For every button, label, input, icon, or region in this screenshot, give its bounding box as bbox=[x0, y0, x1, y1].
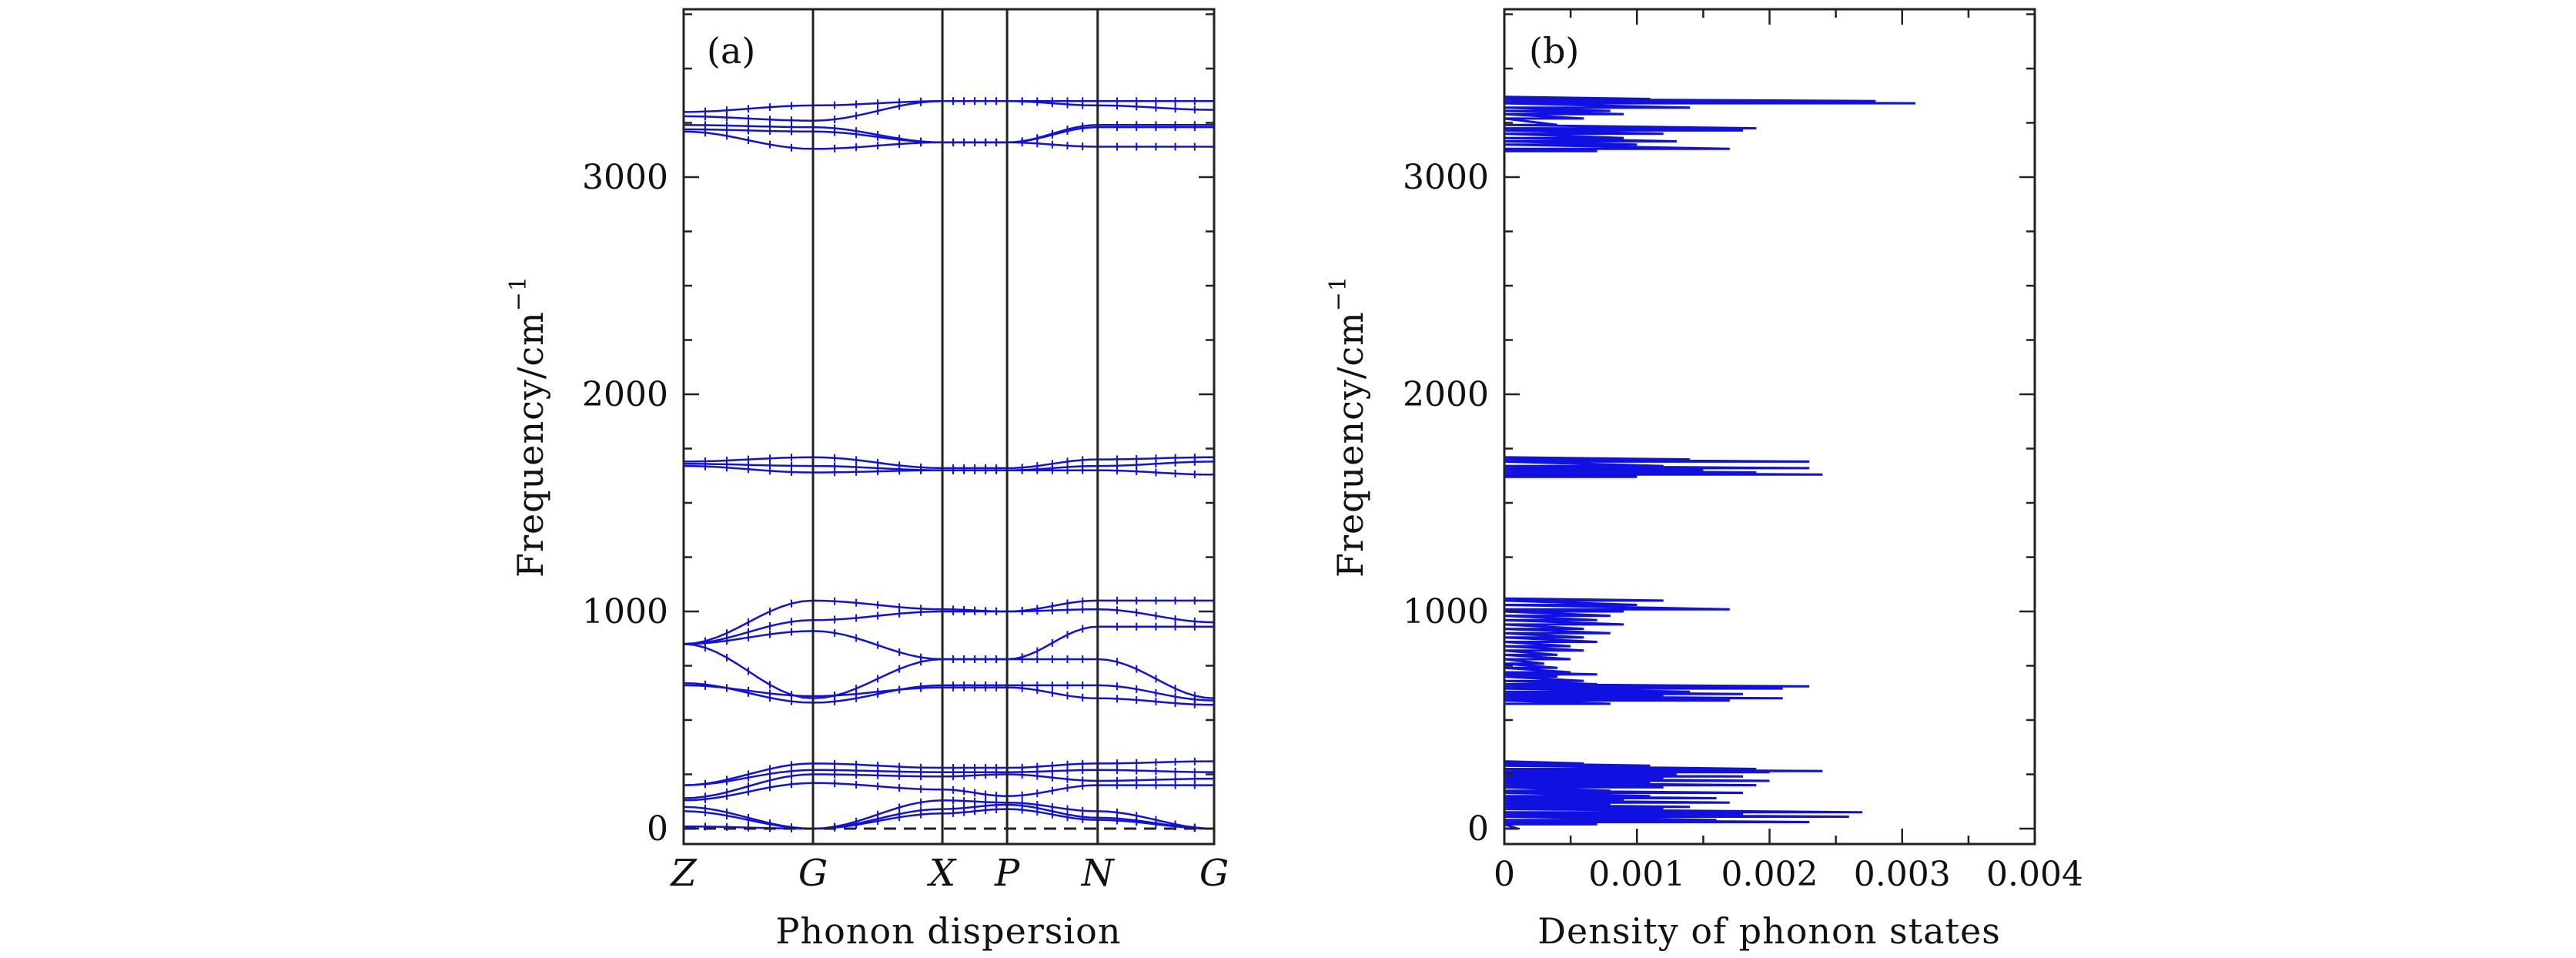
dispersion-branch-19 bbox=[683, 803, 1215, 830]
dispersion-branch-8 bbox=[683, 599, 1214, 645]
k-point-label-3: P bbox=[994, 852, 1020, 895]
plot-frame-a bbox=[682, 8, 1216, 846]
dispersion-branch-20 bbox=[684, 808, 1215, 830]
panel-label-b: (b) bbox=[1529, 30, 1579, 72]
k-point-label-1: G bbox=[798, 852, 828, 895]
x-tick-label: 0.002 bbox=[1721, 855, 1818, 894]
y-tick-label: 3000 bbox=[1403, 158, 1489, 197]
dispersion-branches bbox=[683, 97, 1215, 832]
k-point-label-2: X bbox=[926, 852, 957, 895]
dispersion-branch-10 bbox=[683, 625, 1214, 661]
k-point-separators bbox=[811, 9, 1099, 844]
y-axis-title-a-text: Frequency/cm bbox=[510, 311, 551, 578]
x-axis-ticks-b: 0 0.001 0.002 0.003 0.004 bbox=[1494, 9, 2083, 894]
x-tick-label: 0 bbox=[1494, 855, 1515, 894]
x-axis-title-b: Density of phonon states bbox=[1537, 910, 2001, 952]
x-tick-label: 0.001 bbox=[1588, 855, 1685, 894]
plot-frame-b bbox=[1503, 8, 2036, 846]
y-tick-label: 1000 bbox=[582, 592, 668, 631]
y-axis-title-b-text: Frequency/cm bbox=[1330, 311, 1371, 578]
y-tick-label: 3000 bbox=[582, 158, 668, 197]
dispersion-branch-18 bbox=[683, 799, 1215, 830]
dispersion-branch-11 bbox=[683, 643, 1215, 700]
dispersion-branch-17 bbox=[683, 782, 1214, 802]
panel-label-a: (a) bbox=[707, 30, 755, 72]
y-tick-label: 2000 bbox=[1403, 375, 1489, 414]
y-axis-title-b-sup: −1 bbox=[1325, 276, 1352, 311]
k-point-label-4: N bbox=[1081, 852, 1116, 895]
dispersion-branch-5 bbox=[683, 456, 1214, 470]
dispersion-branch-1 bbox=[683, 100, 1215, 122]
dos-curve bbox=[1503, 95, 1916, 842]
x-axis-title-a: Phonon dispersion bbox=[776, 910, 1122, 952]
y-axis-title-a: Frequency/cm−1 bbox=[505, 276, 551, 578]
y-tick-label: 0 bbox=[1467, 809, 1489, 849]
y-axis-ticks-b: 0 1000 2000 3000 bbox=[1403, 13, 2035, 849]
x-tick-label: 0.004 bbox=[1986, 855, 2083, 894]
y-tick-label: 2000 bbox=[582, 375, 668, 414]
y-tick-label: 1000 bbox=[1403, 592, 1489, 631]
dispersion-branch-2 bbox=[683, 124, 1214, 144]
y-axis-ticks: 0 1000 2000 3000 bbox=[582, 13, 1214, 849]
y-tick-label: 0 bbox=[647, 809, 668, 849]
dispersion-branch-16 bbox=[683, 773, 1215, 799]
k-point-label-0: Z bbox=[669, 852, 698, 895]
y-axis-title-a-sup: −1 bbox=[505, 276, 532, 311]
dispersion-branch-4 bbox=[683, 130, 1214, 150]
y-axis-title-b: Frequency/cm−1 bbox=[1325, 276, 1371, 578]
k-point-label-5: G bbox=[1199, 852, 1229, 895]
x-tick-label: 0.003 bbox=[1854, 855, 1951, 894]
